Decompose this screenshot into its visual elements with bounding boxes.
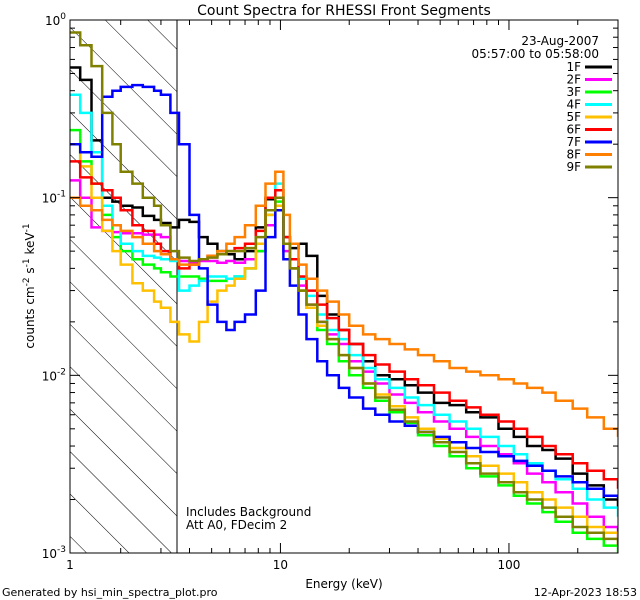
x-tick-label: 100: [498, 558, 521, 572]
legend-label-6F: 6F: [566, 123, 581, 137]
y-axis-label: counts cm-2 s-1 keV-1: [22, 223, 37, 348]
y-tick-label: 10-3: [42, 545, 66, 561]
y-label-exp: -2: [22, 277, 32, 286]
x-tick-label: 1: [66, 558, 74, 572]
legend-label-9F: 9F: [566, 160, 581, 174]
chart-title: Count Spectra for RHESSI Front Segments: [197, 3, 491, 19]
series-line-8F: [70, 170, 618, 437]
footer-timestamp: 12-Apr-2023 18:53: [534, 586, 637, 599]
y-label-part: s: [23, 267, 37, 277]
x-axis-label: Energy (keV): [305, 577, 382, 591]
x-tick-label: 10: [273, 558, 288, 572]
plot-frame: [69, 19, 619, 554]
legend-label-5F: 5F: [566, 110, 581, 124]
background-region: [70, 20, 177, 553]
y-label-exp: -1: [22, 258, 32, 267]
legend-label-2F: 2F: [566, 73, 581, 87]
series-line-9F: [70, 31, 618, 546]
footer-generated-by: Generated by hsi_min_spectra_plot.pro: [2, 586, 218, 599]
y-label-part: keV: [23, 232, 37, 259]
series-layer: [70, 31, 618, 553]
annotation-background: Includes Background: [186, 505, 311, 519]
annotation-attenuator: Att A0, FDecim 2: [186, 518, 287, 532]
series-line-2F: [70, 179, 618, 539]
legend-time-range: 05:57:00 to 05:58:00: [472, 47, 599, 61]
legend-label-3F: 3F: [566, 85, 581, 99]
legend-label-7F: 7F: [566, 135, 581, 149]
axis-ticks: 1 10 100 100 10-1 10-2 10-3: [42, 12, 619, 572]
y-tick-label: 100: [45, 12, 66, 28]
legend: 23-Aug-2007 05:57:00 to 05:58:00 1F2F3F4…: [472, 34, 612, 174]
y-tick-label: 10-1: [42, 190, 66, 206]
y-label-part: counts cm: [23, 286, 37, 348]
legend-label-8F: 8F: [566, 148, 581, 162]
y-tick-label: 10-2: [42, 367, 66, 383]
y-label-exp: -1: [22, 223, 32, 232]
legend-label-4F: 4F: [566, 98, 581, 112]
legend-label-1F: 1F: [566, 60, 581, 74]
legend-date: 23-Aug-2007: [521, 34, 599, 48]
